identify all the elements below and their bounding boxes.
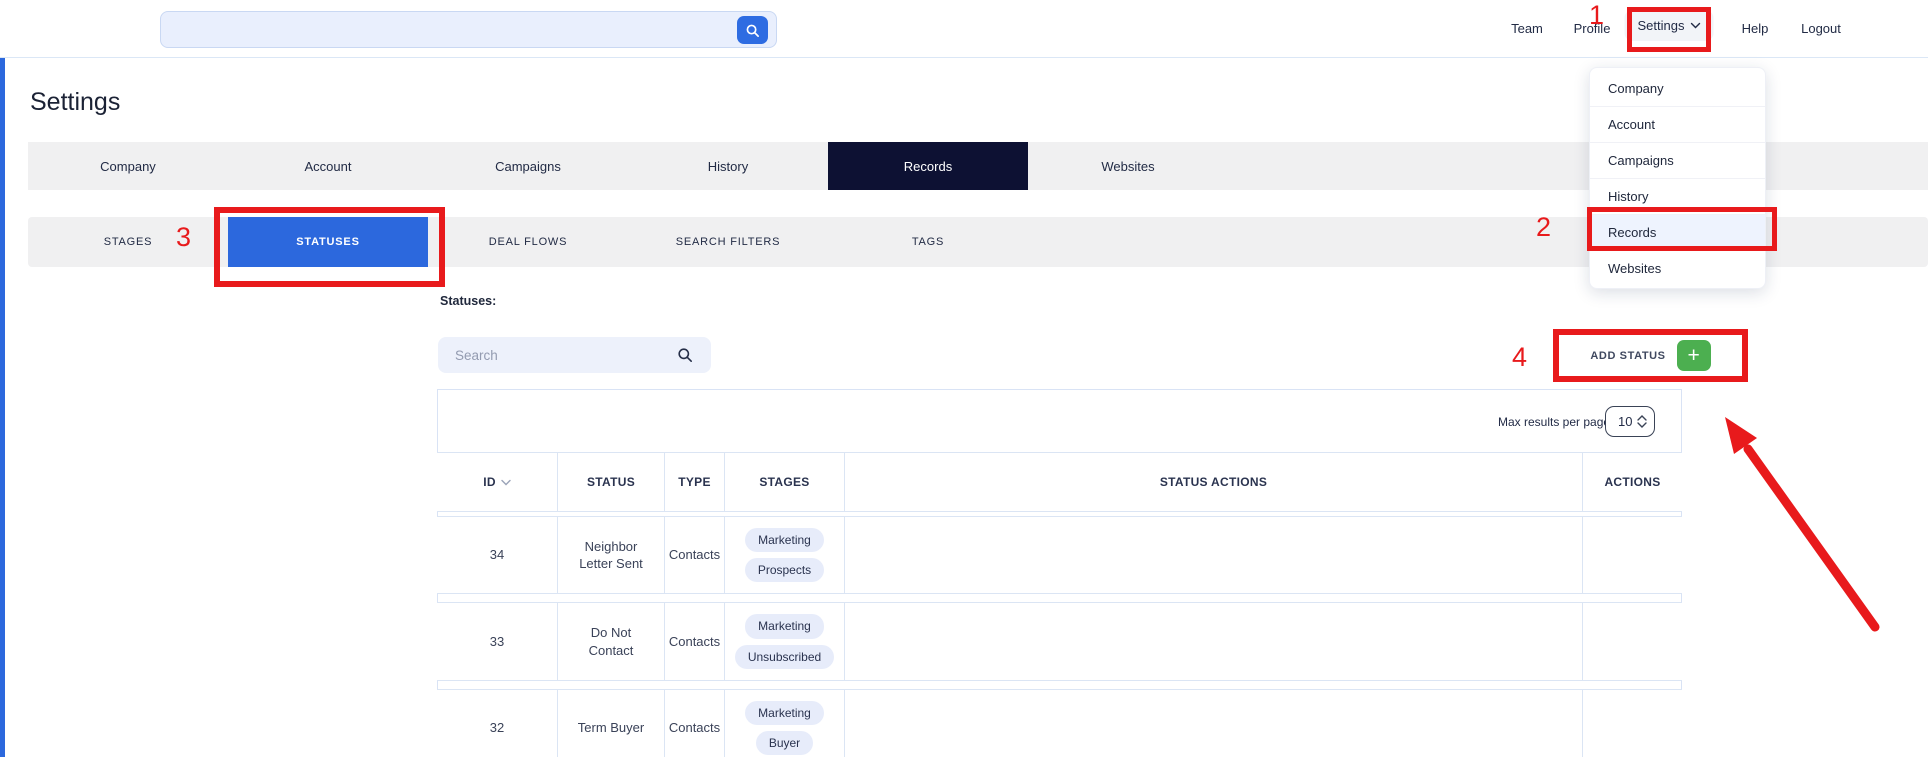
stage-badge: Marketing	[745, 614, 824, 639]
cell-type: Contacts	[665, 517, 725, 594]
spinner-down-icon[interactable]	[1637, 422, 1647, 428]
cell-status: Do Not Contact	[558, 603, 665, 680]
nav-help[interactable]: Help	[1741, 21, 1769, 36]
global-search-input[interactable]	[173, 12, 713, 47]
dropdown-item-campaigns[interactable]: Campaigns	[1590, 142, 1765, 178]
table-row: 33 Do Not Contact Contacts Marketing Uns…	[437, 602, 1682, 681]
add-status-button[interactable]: ADD STATUS +	[1553, 329, 1748, 382]
cell-actions	[1583, 690, 1682, 757]
column-header-stages: STAGES	[725, 453, 845, 511]
cell-id: 32	[437, 689, 558, 757]
cell-actions	[1583, 517, 1682, 593]
stage-badge: Buyer	[755, 730, 814, 756]
spinner-up-icon[interactable]	[1637, 415, 1647, 421]
tab-company[interactable]: Company	[100, 158, 156, 174]
max-results-label: Max results per page	[1498, 415, 1611, 429]
cell-stages: Marketing Unsubscribed	[725, 603, 845, 680]
settings-dropdown-menu: Company Account Campaigns History Record…	[1589, 67, 1766, 289]
column-header-status-actions: STATUS ACTIONS	[845, 453, 1583, 511]
stage-badge: Marketing	[745, 528, 824, 553]
dropdown-item-websites[interactable]: Websites	[1590, 250, 1765, 286]
subtab-deal-flows[interactable]: DEAL FLOWS	[488, 236, 568, 248]
table-header-row: ID STATUS TYPE STAGES STATUS ACTIONS ACT…	[437, 452, 1682, 512]
annotation-arrow	[1725, 417, 1880, 632]
tab-history[interactable]: History	[707, 158, 749, 174]
subtab-statuses[interactable]: STATUSES	[228, 217, 428, 267]
dropdown-item-company[interactable]: Company	[1608, 80, 1664, 96]
tab-records[interactable]: Records	[828, 142, 1028, 190]
stage-badge: Prospects	[744, 558, 825, 583]
cell-type: Contacts	[665, 603, 725, 680]
annotation-number-4: 4	[1512, 342, 1528, 372]
cell-status: Neighbor Letter Sent	[558, 517, 665, 594]
column-header-type: TYPE	[665, 453, 725, 511]
max-results-spinner[interactable]: 10	[1605, 406, 1655, 437]
sort-chevron-down-icon	[501, 479, 511, 485]
statuses-table: ID STATUS TYPE STAGES STATUS ACTIONS ACT…	[437, 452, 1682, 757]
column-header-id: ID	[437, 453, 558, 511]
stage-badge: Unsubscribed	[734, 644, 835, 669]
nav-settings[interactable]: Settings	[1624, 10, 1714, 41]
cell-id: 33	[437, 603, 558, 680]
tab-account[interactable]: Account	[304, 158, 352, 174]
statuses-search-bar	[438, 337, 711, 373]
stage-badge: Marketing	[745, 700, 824, 725]
cell-status-actions	[845, 603, 1583, 680]
cell-stages: Marketing Prospects	[725, 517, 845, 594]
statuses-section-label: Statuses:	[440, 294, 497, 308]
page-title: Settings	[30, 88, 121, 116]
cell-status-actions	[845, 689, 1583, 757]
nav-logout[interactable]: Logout	[1801, 21, 1841, 36]
nav-settings-label: Settings	[1637, 18, 1685, 33]
cell-status: Term Buyer	[558, 689, 665, 757]
search-icon	[746, 24, 759, 37]
nav-team[interactable]: Team	[1511, 21, 1543, 36]
top-bar: Team Profile Settings Help Logout	[0, 0, 1928, 58]
global-search-button[interactable]	[737, 16, 768, 44]
add-status-label: ADD STATUS	[1590, 349, 1666, 362]
column-header-actions: ACTIONS	[1604, 474, 1661, 489]
max-results-value: 10	[1618, 414, 1633, 429]
nav-profile[interactable]: Profile	[1573, 21, 1611, 36]
cell-actions	[1583, 603, 1682, 679]
cell-type: Contacts	[665, 689, 725, 757]
tab-campaigns[interactable]: Campaigns	[495, 158, 561, 174]
chevron-down-icon	[1690, 22, 1701, 29]
table-row: 32 Term Buyer Contacts Marketing Buyer	[437, 688, 1682, 757]
plus-icon: +	[1676, 340, 1711, 371]
column-header-status: STATUS	[558, 453, 665, 511]
cell-stages: Marketing Buyer	[725, 689, 845, 757]
subtab-stages[interactable]: STAGES	[103, 236, 153, 248]
statuses-search-input[interactable]	[455, 337, 665, 373]
id-sort-control[interactable]: ID	[483, 474, 511, 490]
tab-websites[interactable]: Websites	[1101, 158, 1155, 174]
dropdown-item-records[interactable]: Records	[1590, 214, 1765, 250]
search-icon	[678, 348, 692, 362]
cell-status-actions	[845, 517, 1583, 594]
global-search-bar	[160, 11, 777, 48]
dropdown-item-account[interactable]: Account	[1590, 106, 1765, 142]
table-row: 34 Neighbor Letter Sent Contacts Marketi…	[437, 516, 1682, 595]
subtab-search-filters[interactable]: SEARCH FILTERS	[675, 236, 781, 248]
subtab-tags[interactable]: TAGS	[911, 236, 945, 248]
dropdown-item-history[interactable]: History	[1590, 178, 1765, 214]
cell-id: 34	[437, 517, 558, 594]
left-accent-border	[0, 58, 5, 757]
